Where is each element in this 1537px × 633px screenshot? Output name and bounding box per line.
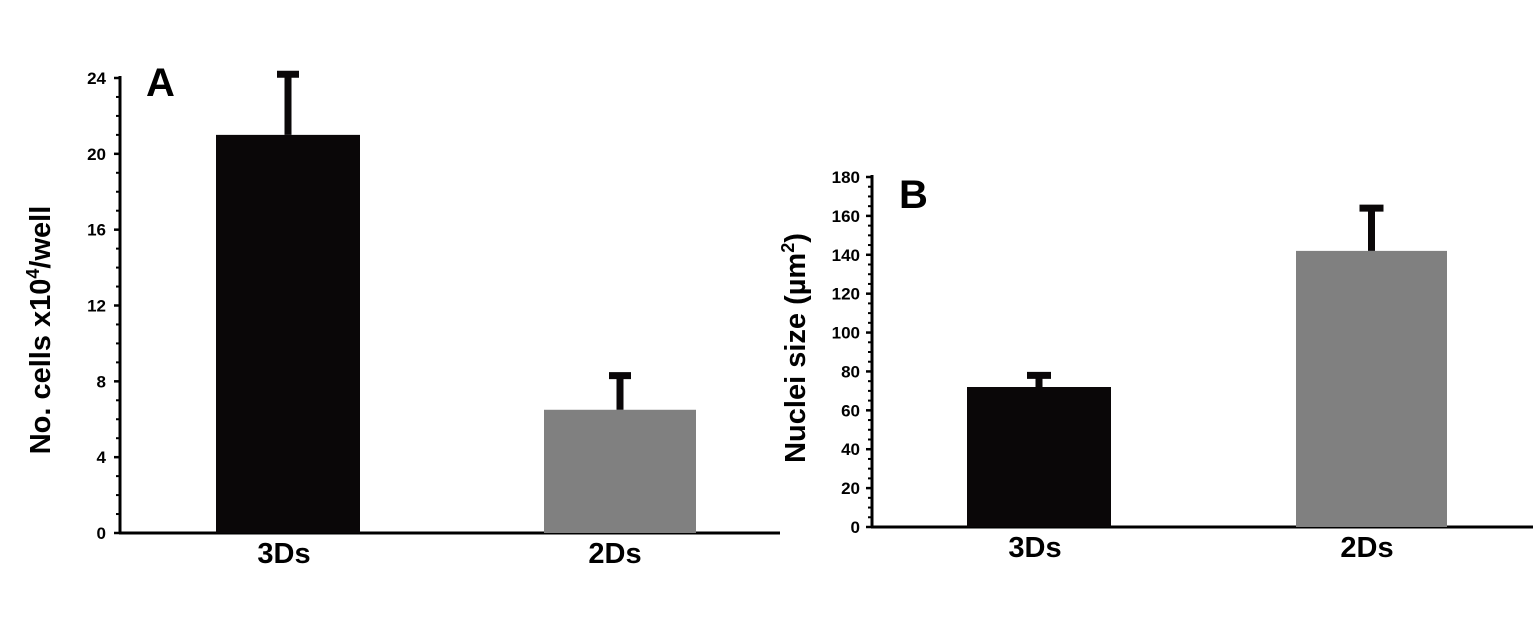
- y-tick-label-b: 100: [832, 324, 860, 343]
- bar-2ds-a: [544, 409, 696, 533]
- x-category-label-b: 2Ds: [1340, 532, 1393, 564]
- y-tick-label-a: 24: [87, 69, 106, 88]
- chart-b: B Nuclei size (µm2) 0 20 40 60 80 100 120 140 16…: [778, 168, 1533, 564]
- y-tick-label-b: 160: [832, 207, 860, 226]
- y-axis-label-b: Nuclei size (µm2): [778, 233, 812, 463]
- bar-3ds-b: [967, 387, 1111, 527]
- y-tick-label-a: 20: [87, 145, 106, 164]
- x-category-label-a: 3Ds: [257, 538, 310, 570]
- bar-3ds-a: [216, 134, 360, 533]
- y-tick-label-b: 0: [851, 518, 860, 537]
- y-tick-label-a: 0: [97, 524, 106, 543]
- y-tick-label-a: 8: [97, 372, 106, 391]
- x-category-label-b: 3Ds: [1008, 532, 1061, 564]
- y-tick-label-a: 16: [87, 221, 106, 240]
- chart-a: A No. cells x104/well 0 4 8 12 16 20 24 3Ds 2Ds: [23, 61, 780, 570]
- y-tick-label-a: 12: [87, 297, 106, 316]
- y-tick-label-b: 180: [832, 168, 860, 187]
- x-category-label-a: 2Ds: [588, 538, 641, 570]
- y-axis-label-a: No. cells x104/well: [23, 206, 57, 455]
- panel-label-a: A: [146, 61, 175, 105]
- y-tick-label-a: 4: [97, 448, 107, 467]
- y-tick-label-b: 40: [841, 440, 860, 459]
- y-tick-label-b: 80: [841, 362, 860, 381]
- panel-label-b: B: [899, 173, 928, 217]
- y-tick-label-b: 120: [832, 285, 860, 304]
- y-tick-label-b: 60: [841, 401, 860, 420]
- bar-2ds-b: [1296, 250, 1447, 527]
- y-tick-label-b: 140: [832, 246, 860, 265]
- y-tick-label-b: 20: [841, 479, 860, 498]
